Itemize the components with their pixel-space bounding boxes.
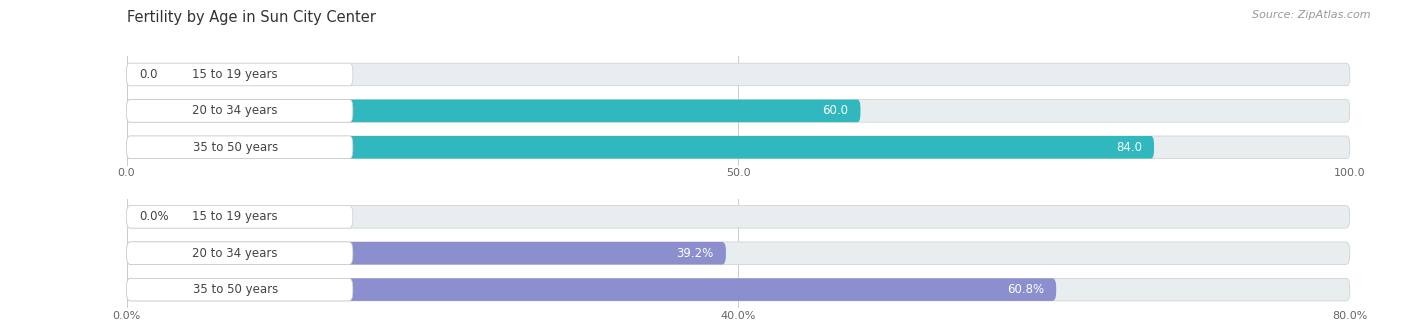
FancyBboxPatch shape bbox=[127, 136, 1154, 159]
Text: 35 to 50 years: 35 to 50 years bbox=[193, 283, 278, 296]
FancyBboxPatch shape bbox=[127, 242, 1350, 264]
Text: 15 to 19 years: 15 to 19 years bbox=[193, 68, 278, 81]
FancyBboxPatch shape bbox=[127, 63, 1350, 86]
FancyBboxPatch shape bbox=[127, 100, 860, 122]
FancyBboxPatch shape bbox=[127, 242, 725, 264]
Text: 0.0%: 0.0% bbox=[139, 210, 169, 223]
FancyBboxPatch shape bbox=[127, 100, 353, 122]
Text: 15 to 19 years: 15 to 19 years bbox=[193, 210, 278, 223]
Text: 20 to 34 years: 20 to 34 years bbox=[193, 104, 278, 118]
FancyBboxPatch shape bbox=[127, 242, 353, 264]
FancyBboxPatch shape bbox=[127, 206, 1350, 228]
FancyBboxPatch shape bbox=[127, 100, 1350, 122]
Text: 60.0: 60.0 bbox=[823, 104, 848, 118]
Text: 39.2%: 39.2% bbox=[676, 247, 714, 260]
Text: Source: ZipAtlas.com: Source: ZipAtlas.com bbox=[1253, 10, 1371, 20]
Text: 84.0: 84.0 bbox=[1116, 141, 1142, 154]
FancyBboxPatch shape bbox=[127, 206, 353, 228]
FancyBboxPatch shape bbox=[127, 63, 353, 86]
Text: 35 to 50 years: 35 to 50 years bbox=[193, 141, 278, 154]
Text: 20 to 34 years: 20 to 34 years bbox=[193, 247, 278, 260]
FancyBboxPatch shape bbox=[127, 278, 1350, 301]
FancyBboxPatch shape bbox=[127, 278, 1056, 301]
FancyBboxPatch shape bbox=[127, 136, 1350, 159]
FancyBboxPatch shape bbox=[127, 278, 353, 301]
Text: 60.8%: 60.8% bbox=[1007, 283, 1043, 296]
Text: 0.0: 0.0 bbox=[139, 68, 157, 81]
Text: Fertility by Age in Sun City Center: Fertility by Age in Sun City Center bbox=[127, 10, 375, 25]
FancyBboxPatch shape bbox=[127, 136, 353, 159]
